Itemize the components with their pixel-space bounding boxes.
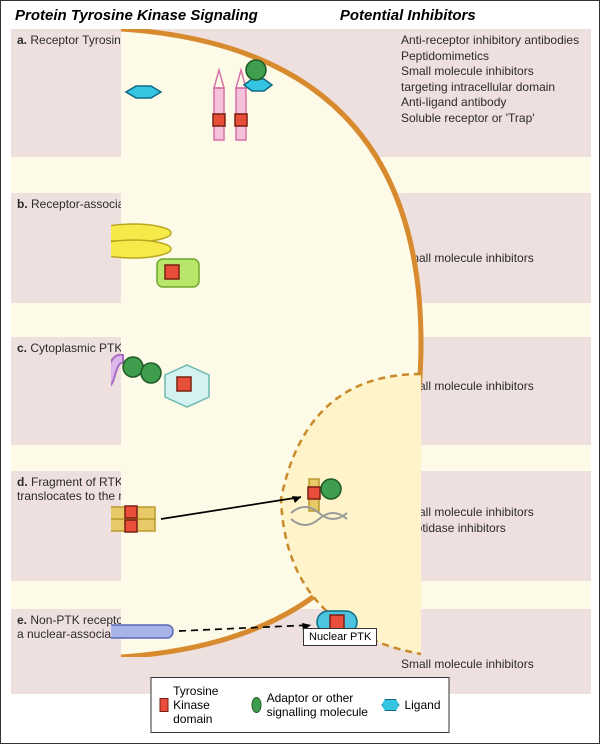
- tk-e: [330, 615, 344, 629]
- legend-ligand-label: Ligand: [404, 698, 440, 712]
- section-e-inhibitors: Small molecule inhibitors: [401, 657, 583, 673]
- tk-d-left: [125, 506, 137, 518]
- tk-a-right: [235, 114, 247, 126]
- blue-receptor: [111, 625, 173, 638]
- tk-b: [165, 265, 179, 279]
- legend-adaptor: Adaptor or other signalling molecule: [252, 691, 374, 719]
- nuclear-ptk-label: Nuclear PTK: [303, 628, 377, 646]
- legend-adaptor-label: Adaptor or other signalling molecule: [267, 691, 374, 719]
- adaptor-a: [246, 60, 266, 80]
- adaptor-c1: [123, 357, 143, 377]
- header-left: Protein Tyrosine Kinase Signaling: [1, 7, 330, 24]
- adaptor-icon: [252, 697, 262, 713]
- legend-tk: Tyrosine Kinase domain: [160, 684, 244, 726]
- header-right: Potential Inhibitors: [330, 7, 599, 24]
- ligand-icon: [381, 699, 399, 711]
- section-c-label: c. Cytoplasmic PTK: [17, 341, 122, 355]
- cell-diagram: [111, 29, 471, 657]
- tk-d-right: [125, 520, 137, 532]
- adaptor-c2: [141, 363, 161, 383]
- legend: Tyrosine Kinase domain Adaptor or other …: [151, 677, 450, 733]
- tk-icon: [160, 698, 169, 712]
- adaptor-d: [321, 479, 341, 499]
- legend-tk-label: Tyrosine Kinase domain: [173, 684, 244, 726]
- tk-a-left: [213, 114, 225, 126]
- tk-c: [177, 377, 191, 391]
- column-headers: Protein Tyrosine Kinase Signaling Potent…: [1, 7, 599, 24]
- figure: Protein Tyrosine Kinase Signaling Potent…: [0, 0, 600, 744]
- legend-ligand: Ligand: [381, 698, 440, 712]
- tk-d-nuc: [308, 487, 320, 499]
